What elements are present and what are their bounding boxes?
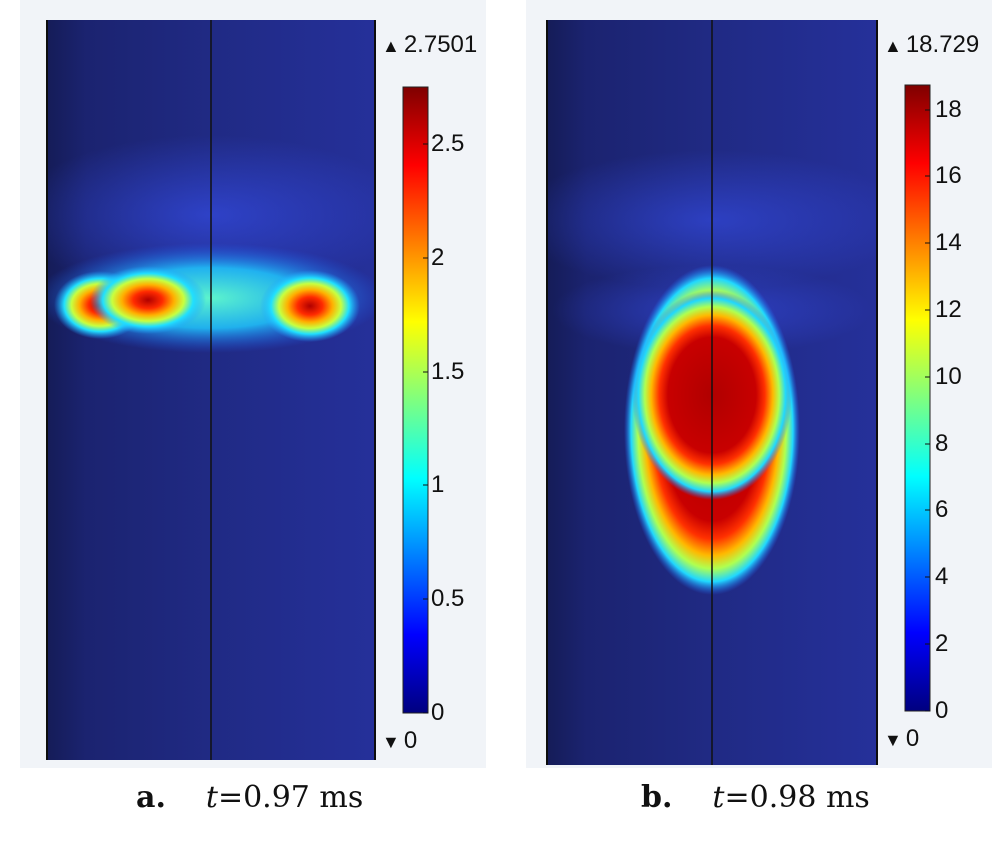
min-triangle-icon: ▼ — [382, 732, 400, 752]
colorbar-b-tick-label: 16 — [935, 162, 962, 189]
heatmap-panel-b: ▲ 18.729 ▼ 0 0 2 4 6 8 10 12 14 16 18 — [526, 0, 992, 768]
max-triangle-icon: ▲ — [382, 36, 400, 56]
caption-a-time: t=0.97 ms — [206, 780, 363, 815]
colorbar-a-min-label: 0 — [403, 727, 418, 754]
colorbar-a-tick-label: 0.5 — [431, 585, 465, 612]
max-triangle-icon: ▲ — [884, 36, 902, 56]
colorbar-a-tick-label: 0 — [431, 699, 445, 726]
colorbar-b-tick-label: 4 — [935, 563, 949, 590]
caption-a-letter: a. — [136, 780, 166, 815]
colorbar-a-tick-label: 2.5 — [431, 130, 465, 157]
colorbar-b-min-label: 0 — [905, 725, 920, 752]
colorbar-b — [904, 84, 931, 712]
colorbar-a-tick-label: 1 — [431, 471, 445, 498]
panel-a-field — [47, 20, 375, 760]
panel-b-plot — [546, 20, 931, 765]
caption-b-letter: b. — [641, 780, 673, 815]
colorbar-a-tick-label: 2 — [431, 244, 445, 271]
colorbar-a-max: ▲ 2.7501 — [382, 33, 477, 57]
caption-a-value: =0.97 ms — [217, 780, 364, 815]
heatmap-panel-a: ▲ 2.7501 ▼ 0 0 0.5 1 1.5 2 2.5 — [20, 0, 486, 768]
colorbar-b-max: ▲ 18.729 — [884, 33, 979, 57]
panel-b-field — [547, 20, 877, 765]
caption-b-time: t=0.98 ms — [712, 780, 869, 815]
colorbar-b-tick-label: 18 — [935, 96, 962, 123]
colorbar-b-tick-label: 12 — [935, 296, 962, 323]
colorbar-b-max-label: 18.729 — [905, 31, 980, 58]
colorbar-a-min: ▼ 0 — [382, 729, 417, 753]
colorbar-a-max-label: 2.7501 — [403, 31, 478, 58]
caption-b: b. t=0.98 ms — [641, 780, 870, 815]
colorbar-a-ticks — [423, 143, 428, 714]
colorbar-b-ticks — [925, 109, 930, 712]
min-triangle-icon: ▼ — [884, 730, 902, 750]
colorbar-b-tick-label: 14 — [935, 229, 962, 256]
caption-a-var: t — [205, 780, 218, 815]
colorbar-b-min: ▼ 0 — [884, 727, 919, 751]
colorbar-b-tick-label: 8 — [935, 430, 949, 457]
caption-a: a. t=0.97 ms — [136, 780, 363, 815]
colorbar-a — [402, 86, 429, 714]
colorbar-a-tick-label: 1.5 — [431, 358, 465, 385]
colorbar-b-tick-label: 6 — [935, 496, 949, 523]
colorbar-b-tick-label: 2 — [935, 630, 949, 657]
panel-a-plot — [46, 20, 429, 760]
caption-b-value: =0.98 ms — [724, 780, 870, 815]
colorbar-b-tick-label: 0 — [935, 697, 949, 724]
caption-b-var: t — [712, 780, 725, 815]
colorbar-b-tick-label: 10 — [935, 363, 962, 390]
